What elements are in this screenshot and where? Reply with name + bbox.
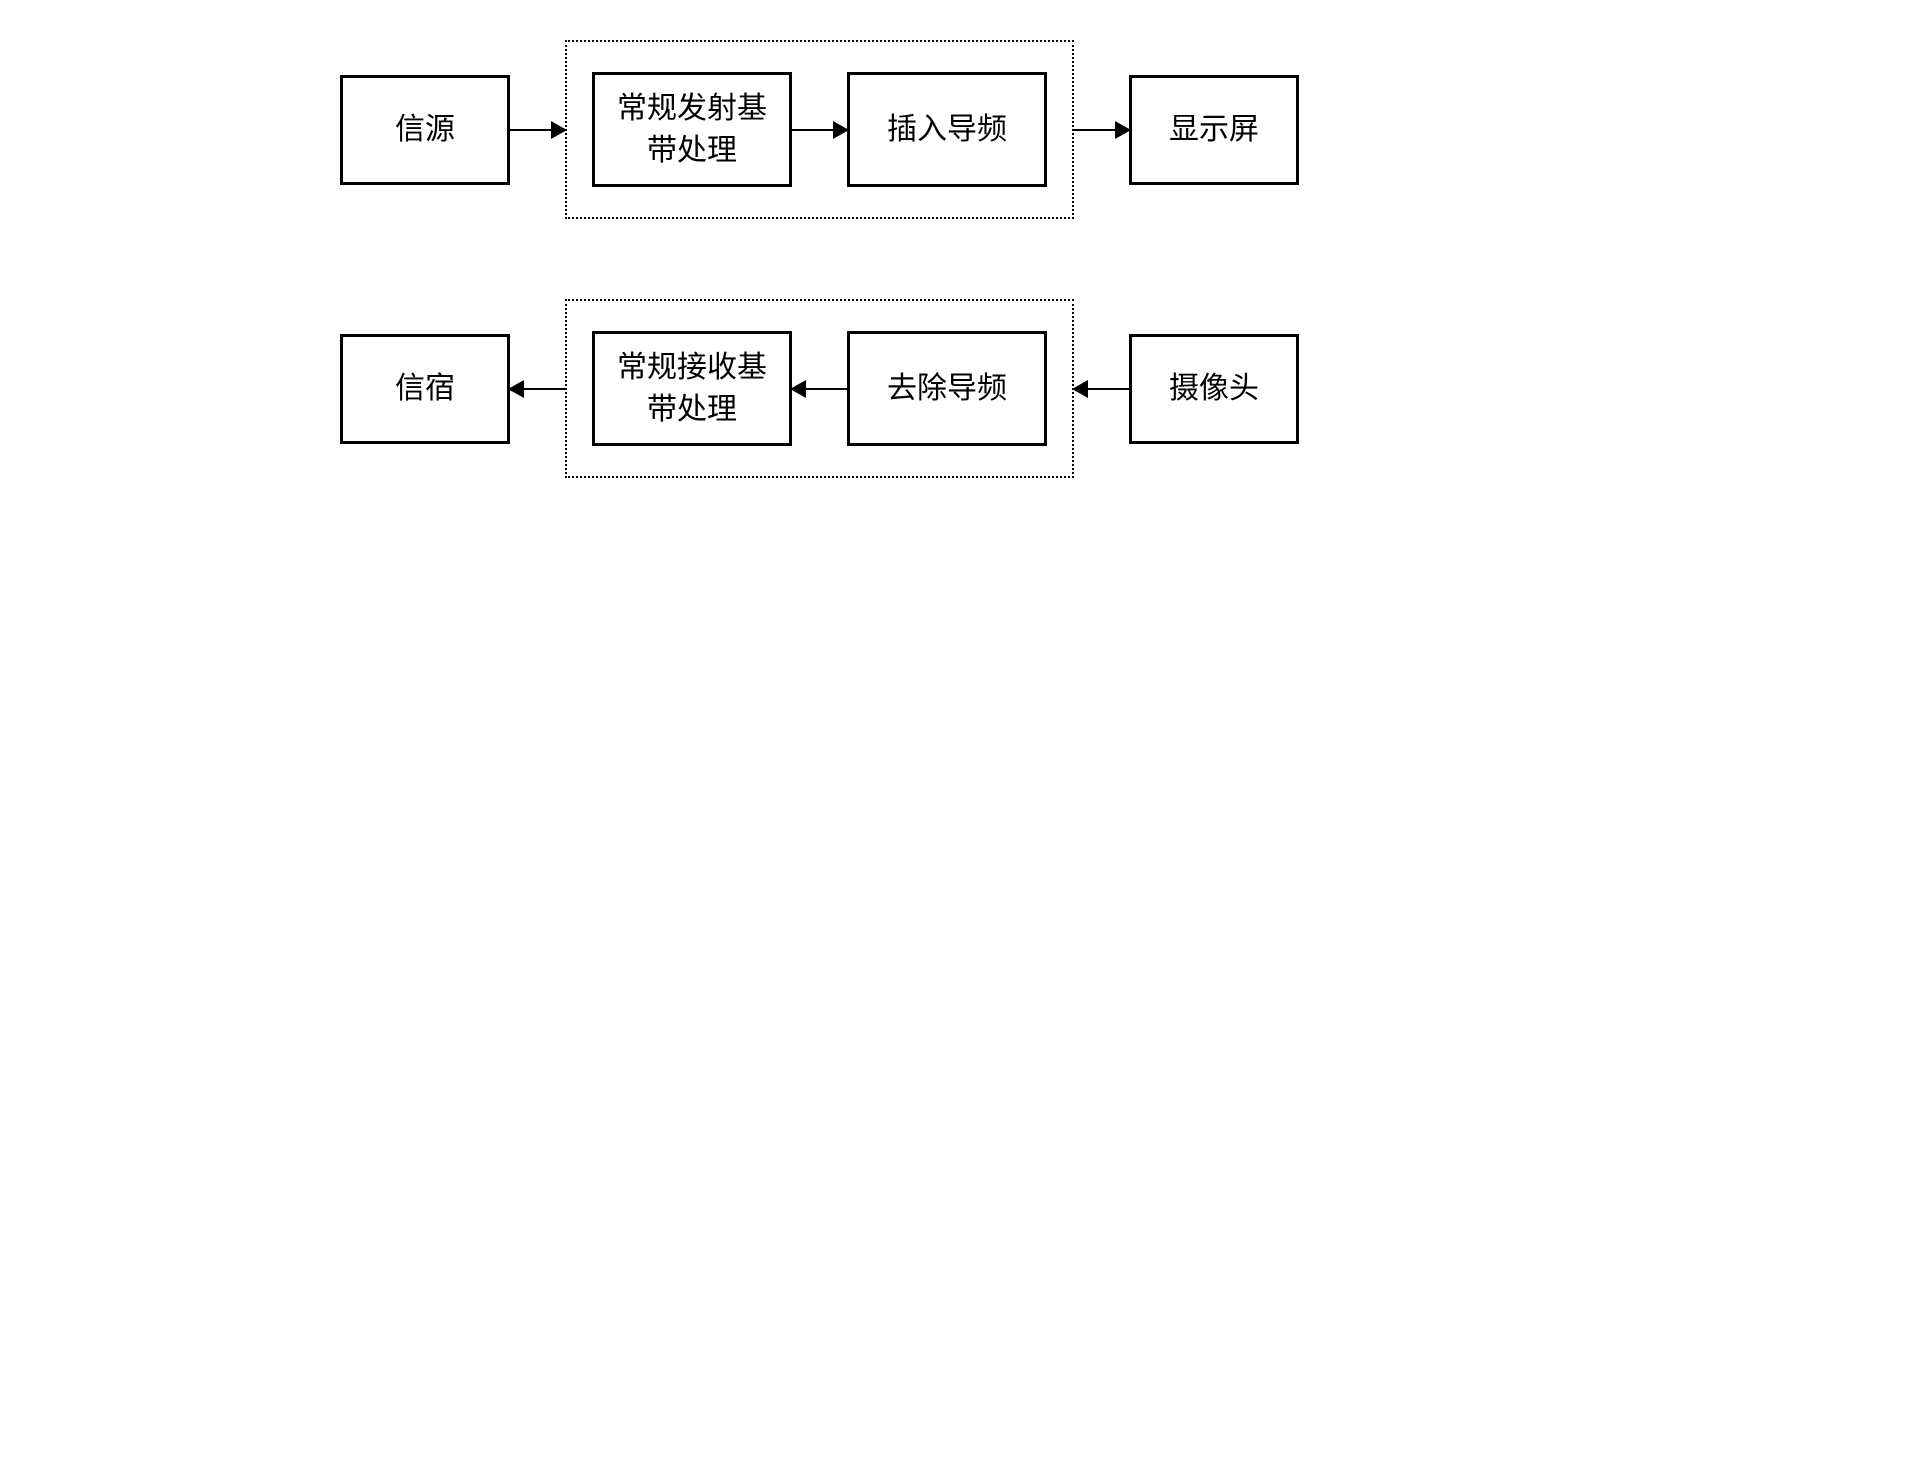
- rx-baseband-box: 常规接收基带处理: [592, 331, 792, 446]
- arrow-group-to-sink: [510, 388, 565, 390]
- source-label: 信源: [395, 109, 455, 151]
- display-label: 显示屏: [1169, 109, 1259, 151]
- arrow-camera-to-group: [1074, 388, 1129, 390]
- receive-processing-group: 常规接收基带处理 去除导频: [565, 299, 1074, 478]
- arrow-group-to-display: [1074, 129, 1129, 131]
- tx-baseband-box: 常规发射基带处理: [592, 72, 792, 187]
- sink-label: 信宿: [395, 368, 455, 410]
- sink-box: 信宿: [340, 334, 510, 444]
- rx-baseband-label: 常规接收基带处理: [605, 347, 779, 431]
- camera-label: 摄像头: [1169, 368, 1259, 410]
- receive-flow-row: 信宿 常规接收基带处理 去除导频 摄像头: [340, 299, 1584, 478]
- arrow-txbaseband-to-pilot: [792, 129, 847, 131]
- insert-pilot-box: 插入导频: [847, 72, 1047, 187]
- source-box: 信源: [340, 75, 510, 185]
- remove-pilot-label: 去除导频: [887, 368, 1007, 410]
- arrow-pilot-to-rxbaseband: [792, 388, 847, 390]
- transmit-processing-group: 常规发射基带处理 插入导频: [565, 40, 1074, 219]
- flowchart-diagram: 信源 常规发射基带处理 插入导频 显示屏 信宿 常规接收基带处理: [340, 40, 1584, 478]
- remove-pilot-box: 去除导频: [847, 331, 1047, 446]
- tx-baseband-label: 常规发射基带处理: [605, 88, 779, 172]
- transmit-flow-row: 信源 常规发射基带处理 插入导频 显示屏: [340, 40, 1584, 219]
- arrow-source-to-group: [510, 129, 565, 131]
- insert-pilot-label: 插入导频: [887, 109, 1007, 151]
- camera-box: 摄像头: [1129, 334, 1299, 444]
- display-box: 显示屏: [1129, 75, 1299, 185]
